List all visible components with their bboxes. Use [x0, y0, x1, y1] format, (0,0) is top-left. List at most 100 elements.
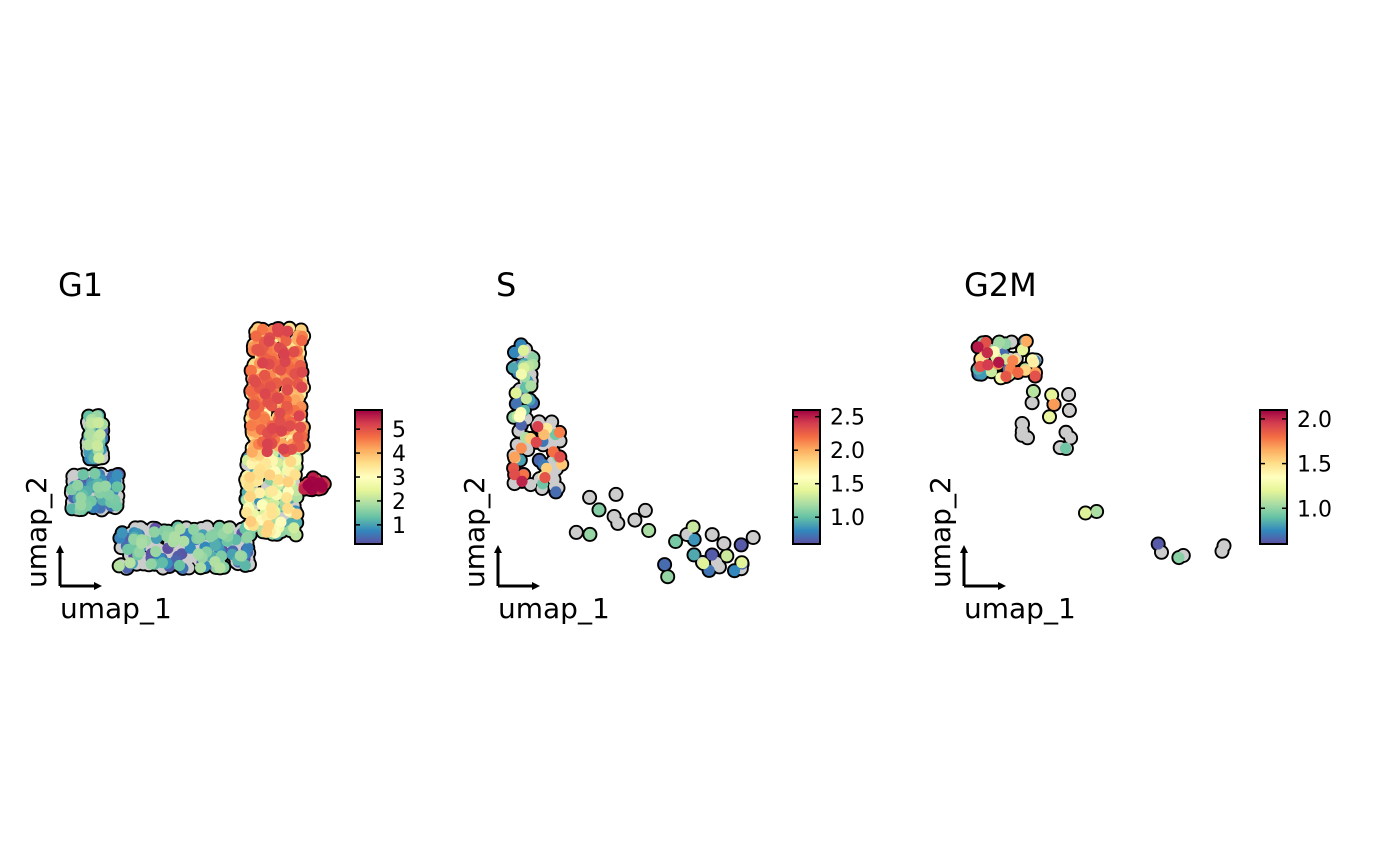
data-point	[89, 468, 101, 480]
data-point	[993, 356, 1005, 368]
data-point	[706, 549, 718, 561]
data-point	[275, 425, 288, 437]
data-point	[1060, 426, 1072, 438]
data-point	[249, 376, 261, 388]
data-point	[248, 408, 261, 420]
data-point	[124, 557, 136, 569]
data-point	[272, 474, 284, 486]
data-point	[687, 521, 699, 533]
data-point	[718, 538, 730, 550]
axis-arrows	[56, 545, 102, 590]
data-point	[513, 411, 526, 423]
data-point	[256, 499, 268, 511]
data-point	[1091, 505, 1103, 518]
data-point	[209, 539, 221, 552]
data-point	[271, 392, 283, 404]
data-point	[1063, 404, 1075, 416]
data-point	[538, 429, 550, 441]
panel-title: G2M	[964, 266, 1037, 304]
colorbar-tick-label: 5	[392, 418, 406, 443]
data-point	[72, 479, 84, 491]
data-point	[274, 407, 286, 419]
data-point	[698, 557, 710, 570]
data-point	[263, 335, 275, 347]
data-point	[293, 410, 305, 422]
colorbar-tick-label: 1.5	[830, 473, 865, 498]
data-point	[244, 490, 256, 503]
data-point	[188, 523, 200, 536]
data-point	[94, 429, 106, 441]
data-point	[272, 326, 284, 338]
data-point	[111, 481, 123, 493]
panel-s: S umap_1 umap_2 1.0 1.5 2.0 2.5	[458, 266, 865, 625]
data-point	[688, 549, 700, 561]
data-point	[246, 446, 258, 458]
data-point	[248, 399, 260, 411]
data-point	[516, 475, 528, 487]
data-point	[510, 398, 522, 410]
colorbar-tick-label: 1	[392, 514, 406, 539]
data-point	[282, 325, 294, 337]
colorbar-tick-label: 1.0	[1297, 497, 1332, 522]
data-point	[532, 421, 544, 433]
data-point	[1059, 442, 1072, 454]
data-point	[706, 529, 718, 541]
colorbar-gradient	[1259, 409, 1288, 545]
colorbar-gradient	[792, 409, 821, 545]
data-point	[1028, 356, 1040, 368]
axis-arrows	[960, 545, 1006, 590]
data-point	[296, 366, 308, 378]
data-point	[550, 486, 562, 498]
data-point	[1048, 398, 1060, 410]
data-point	[264, 469, 276, 481]
panel-g2m: G2M umap_1 umap_2 1.0 1.5 2.0	[924, 266, 1332, 625]
data-point	[296, 381, 308, 393]
data-point	[133, 546, 145, 558]
data-point	[150, 545, 162, 558]
panel-title: G1	[58, 266, 103, 304]
data-point	[111, 469, 123, 481]
data-point	[75, 499, 87, 511]
data-point	[262, 520, 275, 532]
data-point	[553, 426, 566, 438]
data-point	[261, 446, 273, 458]
data-point	[981, 347, 994, 359]
data-point	[257, 357, 269, 369]
data-point	[972, 341, 984, 353]
colorbar-tick-label: 1.0	[830, 506, 865, 531]
data-point	[314, 477, 326, 489]
data-point	[168, 531, 181, 543]
data-point	[525, 380, 537, 392]
data-point	[245, 420, 257, 432]
panel-title: S	[496, 266, 516, 304]
data-point	[214, 562, 226, 574]
data-point	[1218, 540, 1230, 552]
data-point	[515, 442, 527, 454]
data-point	[145, 558, 157, 570]
data-point	[275, 516, 287, 528]
data-point	[274, 416, 286, 428]
scatter-points-g2m	[970, 333, 1232, 566]
data-point	[510, 387, 522, 399]
colorbar: 1.0 1.5 2.0 2.5	[792, 406, 865, 545]
data-point	[245, 516, 257, 528]
data-point	[195, 562, 207, 574]
colorbar-tick-label: 2.5	[830, 406, 865, 431]
colorbar-tick-label: 4	[392, 442, 406, 467]
data-point	[92, 417, 104, 429]
data-point	[241, 506, 253, 519]
data-point	[629, 514, 641, 526]
data-point	[520, 393, 533, 405]
data-point	[525, 479, 537, 491]
data-point	[612, 517, 624, 530]
data-point	[289, 469, 301, 481]
data-point	[259, 413, 271, 425]
colorbar-tick-label: 2.0	[1297, 408, 1332, 433]
data-point	[122, 543, 134, 556]
data-point	[507, 362, 519, 374]
data-point	[77, 469, 89, 481]
data-point	[593, 504, 605, 516]
data-point	[584, 491, 596, 503]
